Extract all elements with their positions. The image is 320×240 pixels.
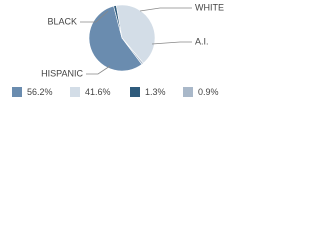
leader-line	[151, 41, 192, 45]
leader-line	[86, 65, 111, 75]
legend-swatch	[130, 87, 140, 97]
legend-swatch	[70, 87, 80, 97]
legend-label: 1.3%	[145, 87, 166, 97]
legend-label: 0.9%	[198, 87, 219, 97]
slice-label: A.I.	[195, 36, 209, 46]
chart: WHITE BLACK A.I. HISPANIC 56.2% 41.6% 1.3% 0.9%	[12, 2, 224, 97]
pie-slice	[88, 5, 143, 72]
legend-swatch	[12, 87, 22, 97]
pie-slice	[115, 4, 156, 64]
slice-label: WHITE	[195, 2, 224, 12]
slice-label: BLACK	[47, 16, 77, 26]
legend-label: 56.2%	[27, 87, 53, 97]
legend-swatch	[183, 87, 193, 97]
legend-label: 41.6%	[85, 87, 111, 97]
slice-label: HISPANIC	[41, 68, 83, 78]
leader-line	[139, 7, 192, 12]
leader-line	[80, 10, 109, 23]
pie-slice	[121, 37, 144, 65]
